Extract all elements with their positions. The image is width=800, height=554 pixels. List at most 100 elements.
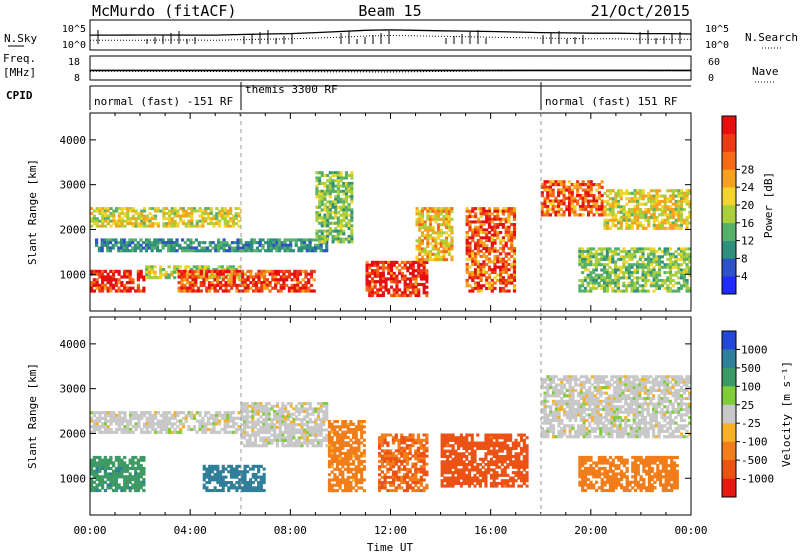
- heatmap-cell-r1: [134, 488, 138, 493]
- heatmap-cell-r3: [264, 436, 268, 440]
- heatmap-cell-r3: [314, 428, 318, 432]
- heatmap-cell-r9: [557, 199, 561, 203]
- heatmap-cell-r3: [319, 417, 323, 421]
- heatmap-cell-r3: [108, 246, 113, 250]
- heatmap-cell-r0: [92, 425, 96, 429]
- heatmap-cell-r11: [627, 281, 631, 285]
- heatmap-cell-r3: [169, 243, 174, 247]
- heatmap-cell-r2: [246, 481, 250, 485]
- heatmap-cell-r3: [122, 246, 126, 250]
- heatmap-cell-r8: [476, 265, 480, 269]
- heatmap-cell-r0: [192, 209, 197, 213]
- heatmap-cell-r5: [344, 205, 348, 209]
- heatmap-cell-r6: [425, 271, 429, 276]
- heatmap-cell-r7: [418, 215, 422, 219]
- heatmap-cell-r0: [195, 219, 199, 223]
- heatmap-cell-r8: [485, 236, 489, 240]
- heatmap-cell-r10: [682, 221, 686, 225]
- heatmap-cell-r3: [264, 407, 268, 411]
- heatmap-cell-r2: [229, 270, 233, 274]
- heatmap-cell-r7: [447, 244, 451, 248]
- heatmap-cell-r3: [158, 249, 162, 253]
- heatmap-cell-r5: [342, 211, 346, 215]
- heatmap-cell-r0: [137, 224, 141, 228]
- heatmap-cell-r4: [307, 286, 311, 290]
- heatmap-cell-r5: [422, 452, 426, 455]
- heatmap-cell-r8: [465, 236, 469, 240]
- heatmap-cell-r5: [336, 179, 340, 183]
- heatmap-cell-r5: [386, 475, 390, 479]
- heatmap-cell-r0: [92, 219, 96, 223]
- heatmap-cell-r6: [370, 285, 374, 289]
- heatmap-cell-r5: [334, 179, 338, 183]
- heatmap-cell-r2: [161, 268, 166, 272]
- heatmap-cell-r3: [305, 246, 309, 250]
- heatmap-cell-r4: [221, 275, 225, 279]
- heatmap-cell-r2: [232, 483, 236, 487]
- heatmap-cell-r5: [394, 486, 398, 490]
- heatmap-cell-r3: [325, 243, 329, 247]
- heatmap-cell-r0: [212, 413, 216, 418]
- heatmap-cell-r9: [551, 188, 555, 192]
- heatmap-cell-r10: [625, 197, 629, 201]
- heatmap-cell-r6: [425, 285, 429, 289]
- heatmap-cell-r4: [333, 478, 337, 482]
- heatmap-cell-r7: [450, 207, 454, 211]
- heatmap-cell-r4: [341, 443, 345, 447]
- heatmap-cell-r11: [649, 263, 653, 267]
- heatmap-cell-r8: [510, 233, 514, 237]
- heatmap-cell-r5: [315, 179, 319, 183]
- heatmap-cell-r4: [360, 467, 364, 471]
- heatmap-cell-r11: [666, 276, 670, 280]
- heatmap-cell-r3: [273, 415, 277, 419]
- heatmap-cell-r10: [658, 208, 662, 212]
- heatmap-cell-r3: [243, 436, 247, 440]
- heatmap-cell-r5: [416, 467, 421, 471]
- heatmap-cell-r10: [641, 226, 645, 230]
- heatmap-cell-r1: [136, 483, 140, 487]
- heatmap-cell-r6: [373, 282, 377, 287]
- heatmap-cell-r9: [548, 185, 552, 189]
- heatmap-cell-r0: [92, 422, 96, 426]
- heatmap-cell-r10: [614, 213, 618, 217]
- heatmap-cell-r3: [278, 238, 282, 242]
- heatmap-cell-r1: [109, 286, 113, 290]
- heatmap-cell-r1: [123, 455, 127, 460]
- heatmap-cell-r7: [450, 242, 454, 246]
- heatmap-cell-r8: [468, 252, 472, 256]
- noise-series-sky: [90, 29, 692, 36]
- heatmap-cell-r3: [167, 246, 171, 250]
- heatmap-cell-r2: [227, 489, 231, 493]
- heatmap-cell-r0: [190, 224, 194, 228]
- heatmap-cell-r3: [306, 425, 310, 429]
- heatmap-cell-r5: [378, 454, 382, 458]
- heatmap-cell-r11: [669, 265, 673, 269]
- heatmap-cell-r8: [479, 284, 483, 288]
- heatmap-cell-r0: [123, 207, 127, 210]
- heatmap-cell-r3: [147, 246, 151, 250]
- heatmap-cell-r3: [264, 439, 268, 442]
- heatmap-cell-r3: [294, 243, 298, 247]
- heatmap-cell-r6: [365, 288, 369, 292]
- heatmap-cell-r0: [237, 425, 241, 429]
- heatmap-cell-r11: [600, 284, 604, 288]
- heatmap-cell-r8: [507, 215, 511, 219]
- heatmap-cell-r10: [619, 205, 623, 209]
- heatmap-cell-r8: [493, 268, 497, 272]
- heatmap-cell-r3: [300, 246, 304, 250]
- heatmap-cell-r5: [342, 232, 346, 236]
- heatmap-cell-r1: [123, 283, 127, 287]
- heatmap-cell-r4: [241, 269, 245, 273]
- heatmap-cell-r5: [378, 452, 382, 455]
- heatmap-cell-r10: [630, 197, 634, 201]
- heatmap-cell-r0: [103, 214, 108, 218]
- heatmap-cell-r2: [205, 481, 209, 485]
- heatmap-cell-r3: [278, 241, 282, 245]
- heatmap-cell-r4: [344, 478, 348, 482]
- heatmap-cell-r9: [584, 199, 588, 203]
- heatmap-cell-r5: [391, 436, 396, 440]
- heatmap-cell-r8: [482, 207, 486, 211]
- heatmap-cell-r3: [243, 417, 247, 421]
- heatmap-cell-r10: [677, 189, 681, 193]
- heatmap-cell-r3: [256, 428, 260, 432]
